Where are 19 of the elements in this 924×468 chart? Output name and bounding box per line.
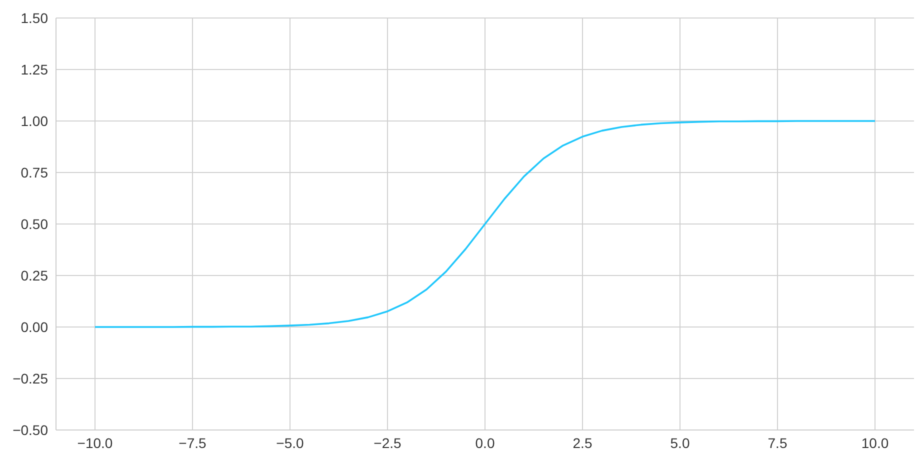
x-tick-label: 5.0 (670, 434, 690, 451)
y-tick-label: 0.50 (20, 216, 48, 232)
y-tick-label: 0.75 (20, 164, 48, 180)
x-tick-label: 7.5 (768, 434, 788, 451)
y-tick-label: 1.00 (20, 112, 48, 129)
y-tick-label: −0.50 (12, 422, 48, 438)
y-tick-label: 1.50 (20, 10, 48, 26)
x-tick-label: −5.0 (276, 434, 304, 451)
y-tick-label: 0.25 (20, 267, 48, 284)
x-tick-label: −7.5 (178, 434, 207, 451)
x-tick-label: 2.5 (572, 434, 592, 451)
x-tick-label: −10.0 (77, 434, 113, 451)
y-tick-label: −0.25 (12, 370, 48, 386)
x-tick-label: 0.0 (475, 434, 495, 451)
line-series (94, 120, 876, 328)
y-tick-label: 0.00 (20, 318, 48, 335)
x-tick-label: −2.5 (374, 434, 402, 451)
y-tick-label: 1.25 (20, 61, 48, 78)
x-tick-label: 10.0 (861, 434, 889, 451)
